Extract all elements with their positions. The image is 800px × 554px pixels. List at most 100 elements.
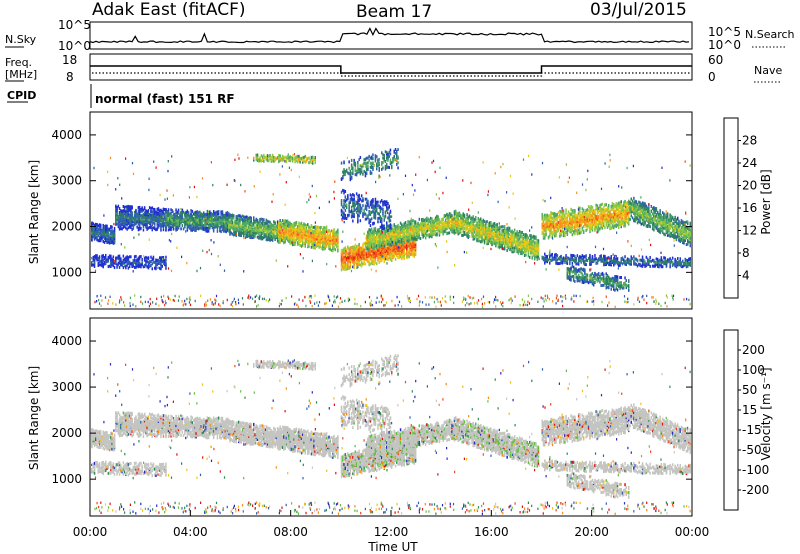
power-cell: [530, 234, 532, 238]
power-cell: [179, 215, 181, 218]
power-cell: [428, 218, 431, 222]
power-cell: [211, 220, 214, 224]
power-cell: [175, 228, 177, 232]
power-cell: [233, 221, 235, 225]
power-cell: [195, 221, 197, 225]
power-cell: [470, 216, 472, 220]
power-cell: [180, 213, 182, 217]
power-cell: [349, 246, 352, 250]
power-cell: [352, 249, 354, 252]
power-cell: [497, 245, 500, 249]
power-cell: [481, 220, 483, 224]
power-cell: [458, 219, 461, 223]
power-cell: [224, 225, 226, 229]
power-cell: [206, 209, 209, 213]
power-cell: [305, 224, 308, 228]
power-cell: [421, 223, 423, 227]
power-cell: [212, 211, 215, 215]
power-cell: [115, 213, 117, 217]
power-cell: [191, 228, 194, 232]
power-cell: [135, 212, 137, 216]
power-cell: [217, 221, 220, 225]
power-cell: [396, 242, 398, 246]
power-cell: [159, 209, 161, 213]
power-cell: [206, 229, 209, 233]
power-cell: [357, 198, 359, 202]
power-cell: [409, 222, 412, 226]
power-cell: [437, 215, 439, 219]
power-cell: [217, 210, 220, 213]
power-cell: [384, 200, 387, 204]
power-cell: [141, 206, 143, 210]
power-cell: [101, 228, 103, 232]
freq-label-line2: [MHz]: [5, 68, 37, 81]
power-cell: [255, 223, 257, 227]
power-cell: [373, 204, 375, 208]
power-cell: [521, 230, 523, 234]
cpid-label: CPID: [7, 89, 36, 102]
power-cell: [493, 222, 496, 225]
power-cell: [103, 227, 106, 231]
power-cell: [374, 197, 377, 201]
power-cell: [162, 219, 165, 223]
power-cell: [248, 230, 250, 233]
power-cell: [261, 220, 264, 224]
power-cell: [127, 256, 130, 260]
power-cell: [222, 217, 225, 221]
power-cell: [106, 227, 108, 231]
power-cell: [289, 241, 291, 245]
power-cell: [412, 253, 414, 257]
power-cell: [191, 214, 194, 218]
power-cell: [368, 218, 370, 222]
power-cell: [404, 252, 407, 256]
power-cell: [230, 231, 232, 235]
power-cell: [184, 225, 186, 229]
power-cell: [102, 223, 104, 227]
power-cell: [507, 226, 510, 230]
power-cell: [138, 220, 141, 223]
power-cell: [398, 228, 400, 232]
power-cell: [121, 219, 123, 223]
power-cell: [126, 227, 128, 231]
power-cell: [141, 214, 143, 218]
power-cell: [285, 225, 288, 229]
power-cell: [186, 220, 189, 224]
power-cell: [404, 235, 407, 239]
power-cell: [184, 219, 186, 223]
power-cell: [118, 212, 121, 216]
power-cell: [127, 213, 130, 217]
power-cell: [196, 210, 199, 214]
power-cell: [135, 254, 137, 258]
power-cell: [359, 246, 362, 250]
power-cell: [98, 231, 101, 235]
power-cell: [136, 225, 138, 229]
power-cell: [248, 234, 250, 238]
power-cell: [191, 216, 194, 220]
power-cell: [105, 224, 107, 228]
power-cell: [368, 210, 370, 213]
power-cell: [125, 212, 127, 216]
power-cell: [116, 222, 118, 226]
power-cell: [167, 228, 170, 232]
power-cell: [155, 261, 157, 265]
power-cell: [245, 217, 247, 221]
power-cell: [377, 255, 379, 259]
power-cell: [421, 226, 423, 230]
power-cell: [121, 209, 123, 213]
power-cell: [133, 217, 136, 221]
power-cell: [299, 243, 301, 247]
power-cell: [103, 237, 106, 241]
power-cell: [172, 224, 175, 228]
power-cell: [101, 236, 103, 240]
power-cell: [172, 213, 175, 217]
power-cell: [231, 216, 234, 220]
power-cell: [159, 211, 161, 215]
power-cell: [135, 221, 137, 225]
power-cell: [155, 214, 157, 217]
power-cell: [220, 219, 222, 222]
power-cell: [169, 220, 171, 224]
power-cell: [389, 215, 392, 219]
power-cell: [141, 221, 143, 225]
power-cell: [97, 262, 99, 265]
power-cell: [523, 254, 526, 257]
